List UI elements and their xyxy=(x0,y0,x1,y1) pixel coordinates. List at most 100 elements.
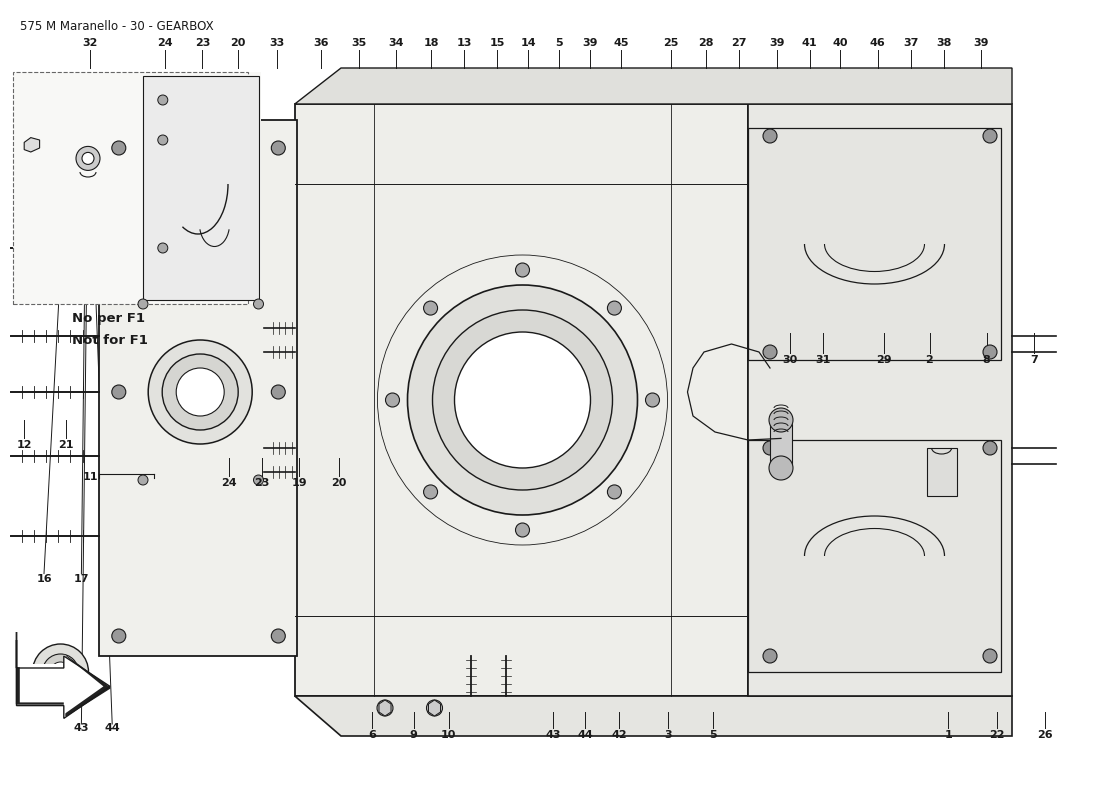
Circle shape xyxy=(983,345,997,359)
Text: 46: 46 xyxy=(870,38,886,48)
Circle shape xyxy=(157,135,168,145)
Circle shape xyxy=(516,263,529,277)
Text: 11: 11 xyxy=(82,472,98,482)
Circle shape xyxy=(272,629,285,643)
Circle shape xyxy=(983,649,997,663)
Text: 12: 12 xyxy=(16,440,32,450)
Circle shape xyxy=(138,299,148,309)
Text: 41: 41 xyxy=(802,38,817,48)
Polygon shape xyxy=(748,104,1012,696)
Circle shape xyxy=(385,393,399,407)
Polygon shape xyxy=(295,68,1012,104)
Circle shape xyxy=(424,485,438,499)
Circle shape xyxy=(148,340,252,444)
Text: 6: 6 xyxy=(367,730,376,739)
Text: 31: 31 xyxy=(815,355,830,365)
Polygon shape xyxy=(748,128,1001,360)
Text: 39: 39 xyxy=(769,38,784,48)
Circle shape xyxy=(112,141,125,155)
Text: 34: 34 xyxy=(388,38,404,48)
Text: 22: 22 xyxy=(989,730,1004,739)
Circle shape xyxy=(162,354,239,430)
Circle shape xyxy=(51,662,70,682)
Circle shape xyxy=(157,243,168,253)
Text: 45: 45 xyxy=(614,38,629,48)
Polygon shape xyxy=(143,76,258,300)
Text: eurospares: eurospares xyxy=(436,399,664,433)
Text: 36: 36 xyxy=(314,38,329,48)
Circle shape xyxy=(112,629,125,643)
Circle shape xyxy=(646,393,660,407)
Polygon shape xyxy=(24,138,40,152)
Text: 24: 24 xyxy=(221,478,236,488)
Text: 37: 37 xyxy=(903,38,918,48)
Text: 2: 2 xyxy=(925,355,934,365)
Text: 5: 5 xyxy=(556,38,562,48)
Text: 23: 23 xyxy=(254,478,270,488)
Text: 20: 20 xyxy=(230,38,245,48)
Text: 39: 39 xyxy=(582,38,597,48)
Text: 24: 24 xyxy=(157,38,173,48)
Text: 28: 28 xyxy=(698,38,714,48)
Circle shape xyxy=(157,95,168,105)
Polygon shape xyxy=(379,700,390,716)
Text: 19: 19 xyxy=(292,478,307,488)
Text: No per F1: No per F1 xyxy=(72,312,144,325)
Circle shape xyxy=(763,129,777,143)
Circle shape xyxy=(76,146,100,170)
Text: 575 M Maranello - 30 - GEARBOX: 575 M Maranello - 30 - GEARBOX xyxy=(20,20,213,33)
Text: 30: 30 xyxy=(782,355,797,365)
Polygon shape xyxy=(295,696,1012,736)
Text: 44: 44 xyxy=(104,723,120,733)
Polygon shape xyxy=(927,448,957,496)
Circle shape xyxy=(454,332,591,468)
Text: Not for F1: Not for F1 xyxy=(72,334,147,347)
Circle shape xyxy=(43,654,78,690)
Polygon shape xyxy=(16,632,110,716)
Polygon shape xyxy=(20,640,103,714)
Circle shape xyxy=(138,475,148,485)
Text: 35: 35 xyxy=(351,38,366,48)
Circle shape xyxy=(607,485,621,499)
Circle shape xyxy=(769,456,793,480)
Text: 17: 17 xyxy=(74,574,89,584)
Bar xyxy=(13,72,247,304)
Polygon shape xyxy=(13,72,261,304)
Circle shape xyxy=(407,285,638,515)
Text: 3: 3 xyxy=(664,730,671,739)
Text: 44: 44 xyxy=(578,730,593,739)
Circle shape xyxy=(432,310,613,490)
Polygon shape xyxy=(99,120,297,656)
Circle shape xyxy=(176,368,224,416)
Text: 5: 5 xyxy=(710,730,716,739)
Text: 23: 23 xyxy=(195,38,210,48)
Circle shape xyxy=(763,345,777,359)
Text: 9: 9 xyxy=(409,730,418,739)
Text: 14: 14 xyxy=(520,38,536,48)
Circle shape xyxy=(33,644,88,700)
Circle shape xyxy=(983,441,997,455)
Circle shape xyxy=(516,523,529,537)
Text: 25: 25 xyxy=(663,38,679,48)
Circle shape xyxy=(763,441,777,455)
Text: 21: 21 xyxy=(58,440,74,450)
Text: 16: 16 xyxy=(36,574,52,584)
Circle shape xyxy=(983,129,997,143)
Circle shape xyxy=(769,408,793,432)
Text: 13: 13 xyxy=(456,38,472,48)
Text: 18: 18 xyxy=(424,38,439,48)
Text: 26: 26 xyxy=(1037,730,1053,739)
Text: 32: 32 xyxy=(82,38,98,48)
Text: 43: 43 xyxy=(74,723,89,733)
Text: 42: 42 xyxy=(612,730,627,739)
Text: 33: 33 xyxy=(270,38,285,48)
Circle shape xyxy=(253,475,264,485)
Circle shape xyxy=(272,141,285,155)
Text: 39: 39 xyxy=(974,38,989,48)
Circle shape xyxy=(82,152,94,164)
Circle shape xyxy=(763,649,777,663)
Circle shape xyxy=(607,301,621,315)
Polygon shape xyxy=(429,700,440,716)
Text: 15: 15 xyxy=(490,38,505,48)
Polygon shape xyxy=(748,440,1001,672)
